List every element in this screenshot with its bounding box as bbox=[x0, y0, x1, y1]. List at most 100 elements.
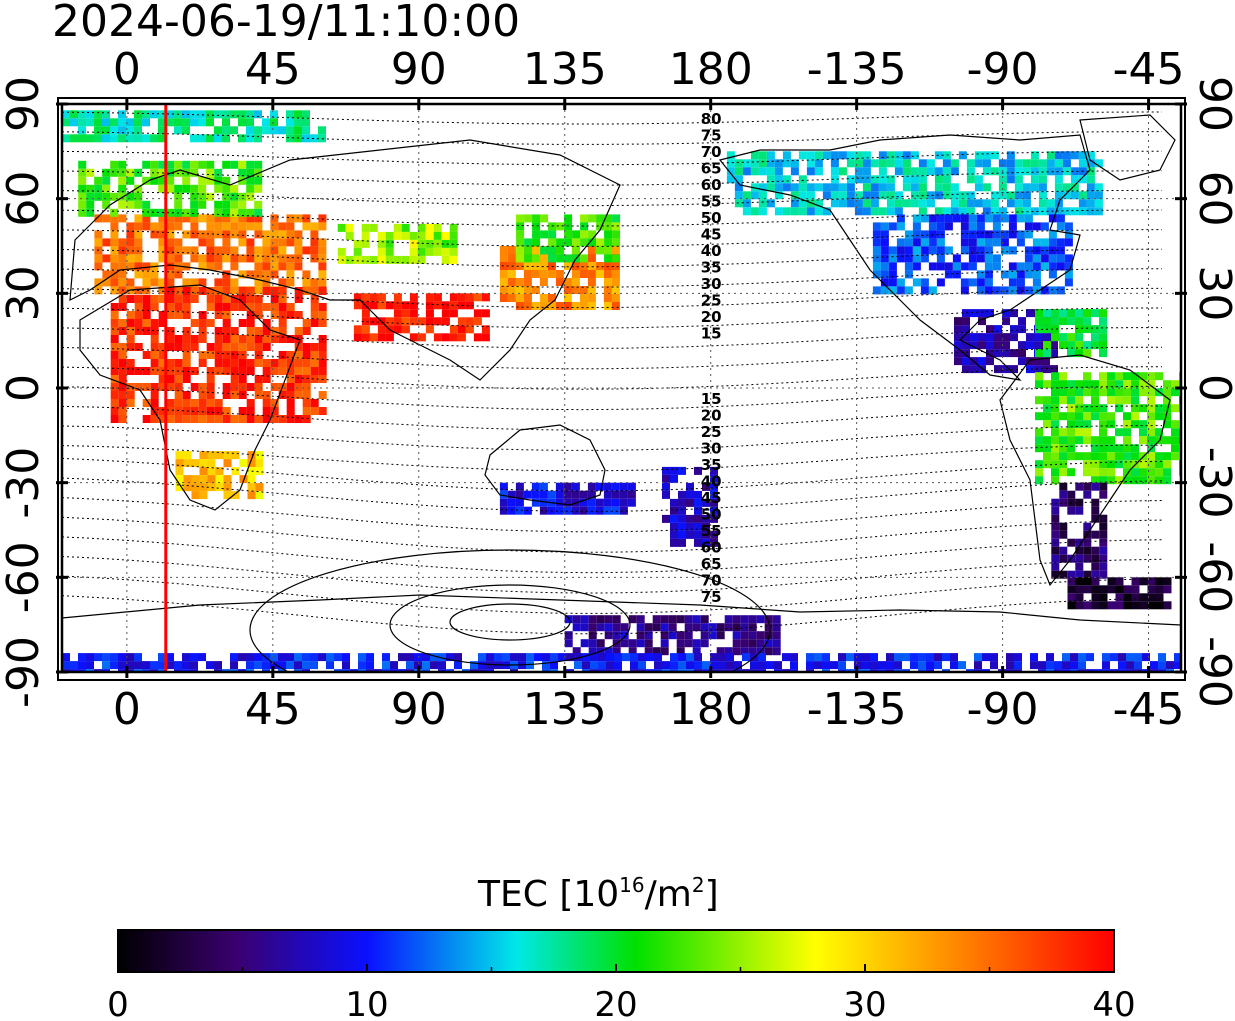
tec-cell bbox=[473, 309, 482, 318]
contour-label-n80: 80 bbox=[701, 110, 722, 128]
tec-cell bbox=[278, 222, 287, 231]
tec-cell bbox=[515, 302, 524, 310]
tec-cell bbox=[191, 491, 200, 500]
tec-cell bbox=[183, 451, 192, 460]
tec-cell bbox=[366, 653, 374, 662]
tec-cell bbox=[1000, 286, 1009, 295]
tec-cell bbox=[270, 295, 279, 303]
tec-cell bbox=[1115, 396, 1123, 405]
tec-cell bbox=[960, 238, 969, 247]
tec-cell bbox=[110, 391, 119, 399]
tec-cell bbox=[944, 246, 953, 255]
tec-cell bbox=[126, 278, 135, 287]
tec-cell bbox=[830, 661, 838, 670]
tec-cell bbox=[710, 498, 718, 507]
tec-cell bbox=[1075, 585, 1084, 594]
tec-cell bbox=[563, 278, 572, 286]
tec-cell bbox=[425, 317, 434, 326]
tec-cell bbox=[571, 302, 580, 310]
tec-cell bbox=[563, 294, 572, 302]
tec-cell bbox=[1155, 460, 1163, 469]
tec-cell bbox=[318, 407, 327, 415]
tec-cell bbox=[726, 167, 735, 176]
tec-cell bbox=[1155, 601, 1164, 610]
tec-cell bbox=[918, 199, 927, 208]
tec-cell bbox=[118, 270, 127, 279]
tec-cell bbox=[470, 669, 478, 672]
tec-cell bbox=[862, 183, 871, 192]
tec-cell bbox=[118, 383, 127, 391]
tec-cell bbox=[238, 407, 247, 415]
x-tick-label-top: 0 bbox=[113, 44, 141, 95]
tec-cell bbox=[302, 222, 311, 231]
tec-cell bbox=[214, 295, 223, 303]
tec-cell bbox=[1064, 238, 1073, 247]
contour-label-s20: 20 bbox=[701, 407, 722, 425]
x-tick-label-top: -90 bbox=[967, 44, 1039, 95]
tec-cell bbox=[1139, 372, 1147, 381]
tec-cell bbox=[1155, 428, 1163, 437]
tec-cell bbox=[954, 317, 962, 326]
tec-cell bbox=[206, 351, 215, 359]
tec-cell bbox=[515, 506, 524, 515]
tec-cell bbox=[598, 669, 606, 672]
tec-cell bbox=[1046, 669, 1054, 672]
tec-cell bbox=[984, 254, 993, 263]
tec-cell bbox=[1083, 436, 1091, 445]
tec-cell bbox=[998, 183, 1007, 192]
tec-cell bbox=[262, 230, 271, 239]
tec-cell bbox=[78, 669, 86, 672]
tec-cell bbox=[294, 287, 303, 295]
tec-cell bbox=[700, 623, 709, 632]
tec-cell bbox=[1086, 199, 1095, 208]
tec-cell bbox=[286, 359, 295, 367]
tec-cell bbox=[944, 262, 953, 271]
tec-cell bbox=[974, 151, 983, 160]
y-tick-label-right: 30 bbox=[1189, 265, 1235, 321]
tec-cell bbox=[750, 207, 759, 216]
magnetic-contour-line bbox=[62, 287, 1162, 309]
tec-cell bbox=[920, 278, 929, 287]
tec-cell bbox=[1078, 175, 1087, 184]
tec-cell bbox=[571, 262, 580, 270]
tec-cell bbox=[619, 498, 628, 507]
tec-cell bbox=[1022, 167, 1031, 176]
tec-cell bbox=[1043, 444, 1051, 453]
tec-cell bbox=[652, 647, 661, 656]
tec-cell bbox=[548, 238, 557, 247]
tec-cell bbox=[532, 230, 541, 239]
tec-cell bbox=[278, 327, 287, 335]
tec-cell bbox=[894, 661, 902, 670]
tec-cell bbox=[1067, 396, 1075, 405]
tec-cell bbox=[246, 399, 255, 407]
tec-cell bbox=[446, 653, 454, 662]
tec-cell bbox=[449, 301, 458, 310]
chart-title: 2024-06-19/11:10:00 bbox=[52, 0, 520, 47]
tec-cell bbox=[994, 333, 1002, 342]
tec-cell bbox=[86, 168, 95, 177]
tec-cell bbox=[986, 309, 994, 318]
tec-cell bbox=[934, 191, 943, 200]
tec-cell bbox=[294, 669, 302, 672]
tec-cell bbox=[912, 214, 921, 223]
tec-cell bbox=[782, 175, 791, 184]
tec-cell bbox=[1147, 468, 1155, 477]
tec-cell bbox=[966, 199, 975, 208]
tec-cell bbox=[499, 490, 508, 499]
tec-cell bbox=[302, 327, 311, 335]
tec-cell bbox=[1048, 254, 1057, 263]
tec-cell bbox=[555, 302, 564, 310]
tec-cell bbox=[587, 270, 596, 278]
tec-cell bbox=[1067, 593, 1076, 602]
tec-cell bbox=[198, 160, 207, 169]
tec-cell bbox=[564, 238, 573, 247]
tec-cell bbox=[1131, 476, 1139, 485]
tec-cell bbox=[214, 351, 223, 359]
tec-cell bbox=[190, 254, 199, 263]
tec-cell bbox=[409, 255, 418, 264]
tec-cell bbox=[678, 498, 686, 507]
tec-cell bbox=[425, 223, 434, 232]
tec-cell bbox=[515, 278, 524, 286]
tec-cell bbox=[183, 459, 192, 468]
tec-cell bbox=[620, 639, 629, 648]
